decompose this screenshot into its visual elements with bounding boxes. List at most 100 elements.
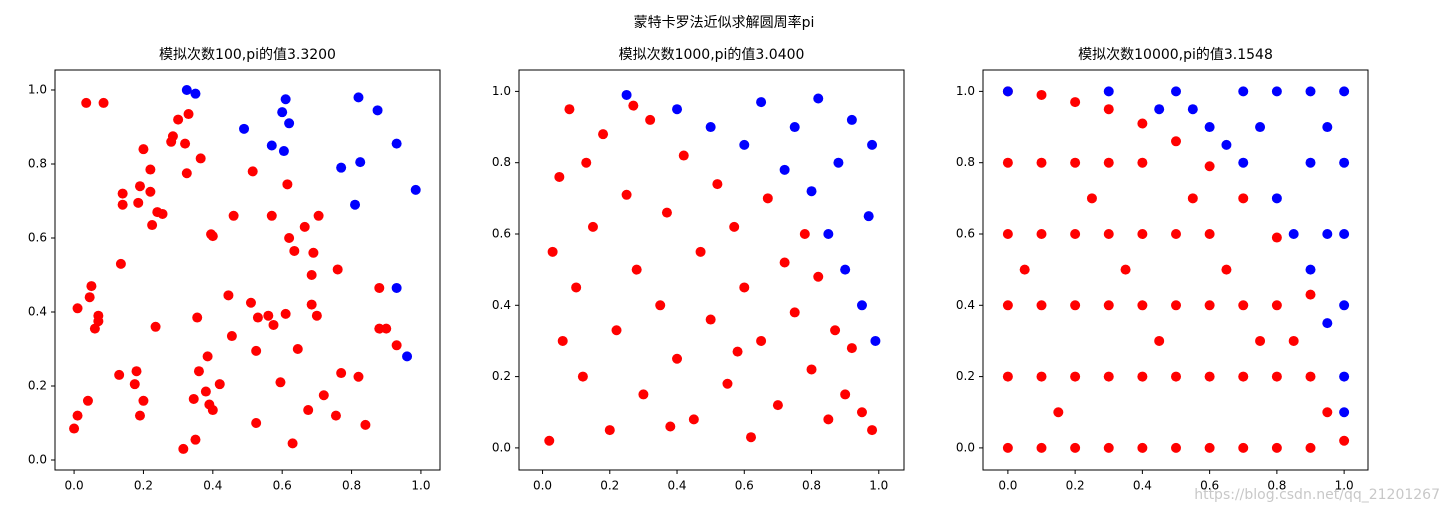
point [1238,371,1249,382]
y-tick-label: 0.2 [28,379,47,393]
point [226,331,237,342]
point [867,425,878,436]
point [1036,371,1047,382]
point [598,129,609,140]
point [117,199,128,210]
point [138,395,149,406]
point [381,323,392,334]
point [806,364,817,375]
point [280,308,291,319]
point [621,89,632,100]
x-tick-label: 0.6 [1200,479,1219,493]
point [306,269,317,280]
x-tick-label: 0.4 [1133,479,1152,493]
point [1086,193,1097,204]
point [712,179,723,190]
point [129,379,140,390]
point [145,186,156,197]
point [1103,86,1114,97]
y-tick-label: 0.4 [956,298,975,312]
point [856,407,867,418]
y-tick-label: 0.2 [492,369,511,383]
point [806,186,817,197]
point [336,368,347,379]
watermark: https://blog.csdn.net/qq_21201267 [1194,487,1440,503]
point [1137,300,1148,311]
point [1322,228,1333,239]
point [571,282,582,293]
x-tick-label: 0.2 [1066,479,1085,493]
x-tick-label: 0.4 [203,479,222,493]
x-tick-label: 0.6 [273,479,292,493]
point [722,378,733,389]
x-tick-label: 0.8 [342,479,361,493]
point [180,138,191,149]
x-tick-label: 0.2 [600,479,619,493]
point [1204,228,1215,239]
point [813,271,824,282]
point [1271,86,1282,97]
point [1002,300,1013,311]
point [856,300,867,311]
point [867,139,878,150]
point [772,400,783,411]
point [823,228,834,239]
point [150,321,161,332]
point [1120,264,1131,275]
y-tick-label: 0.6 [492,226,511,240]
point [332,264,343,275]
point [173,114,184,125]
point [284,232,295,243]
point [1070,371,1081,382]
point [1271,193,1282,204]
point [823,414,834,425]
point [138,144,149,155]
point [183,109,194,120]
point [1103,228,1114,239]
point [374,282,385,293]
point [280,94,291,105]
x-tick-label: 0.2 [134,479,153,493]
point [1305,371,1316,382]
point [372,105,383,116]
point [239,123,250,134]
point [557,335,568,346]
point [621,189,632,200]
point [1238,193,1249,204]
point [251,345,262,356]
point [1305,442,1316,453]
x-tick-label: 0.0 [65,479,84,493]
point [665,421,676,432]
point [1070,300,1081,311]
point [1187,193,1198,204]
point [181,168,192,179]
point [308,247,319,258]
point [214,379,225,390]
point [1103,104,1114,115]
point [1002,228,1013,239]
point [1204,442,1215,453]
point [188,393,199,404]
point [846,114,857,125]
point [1070,97,1081,108]
point [306,299,317,310]
point [863,211,874,222]
point [1288,228,1299,239]
point [1137,228,1148,239]
point [1137,118,1148,129]
point [1255,335,1266,346]
point [1339,300,1350,311]
point [195,153,206,164]
subplot-title: 模拟次数10000,pi的值3.1548 [1078,47,1273,63]
point [661,207,672,218]
point [544,435,555,446]
point [870,335,881,346]
point [1036,157,1047,168]
y-tick-label: 0.6 [956,226,975,240]
point [287,438,298,449]
point [69,423,80,434]
point [284,118,295,129]
point [318,390,329,401]
y-tick-label: 0.4 [492,298,511,312]
point [167,131,178,142]
